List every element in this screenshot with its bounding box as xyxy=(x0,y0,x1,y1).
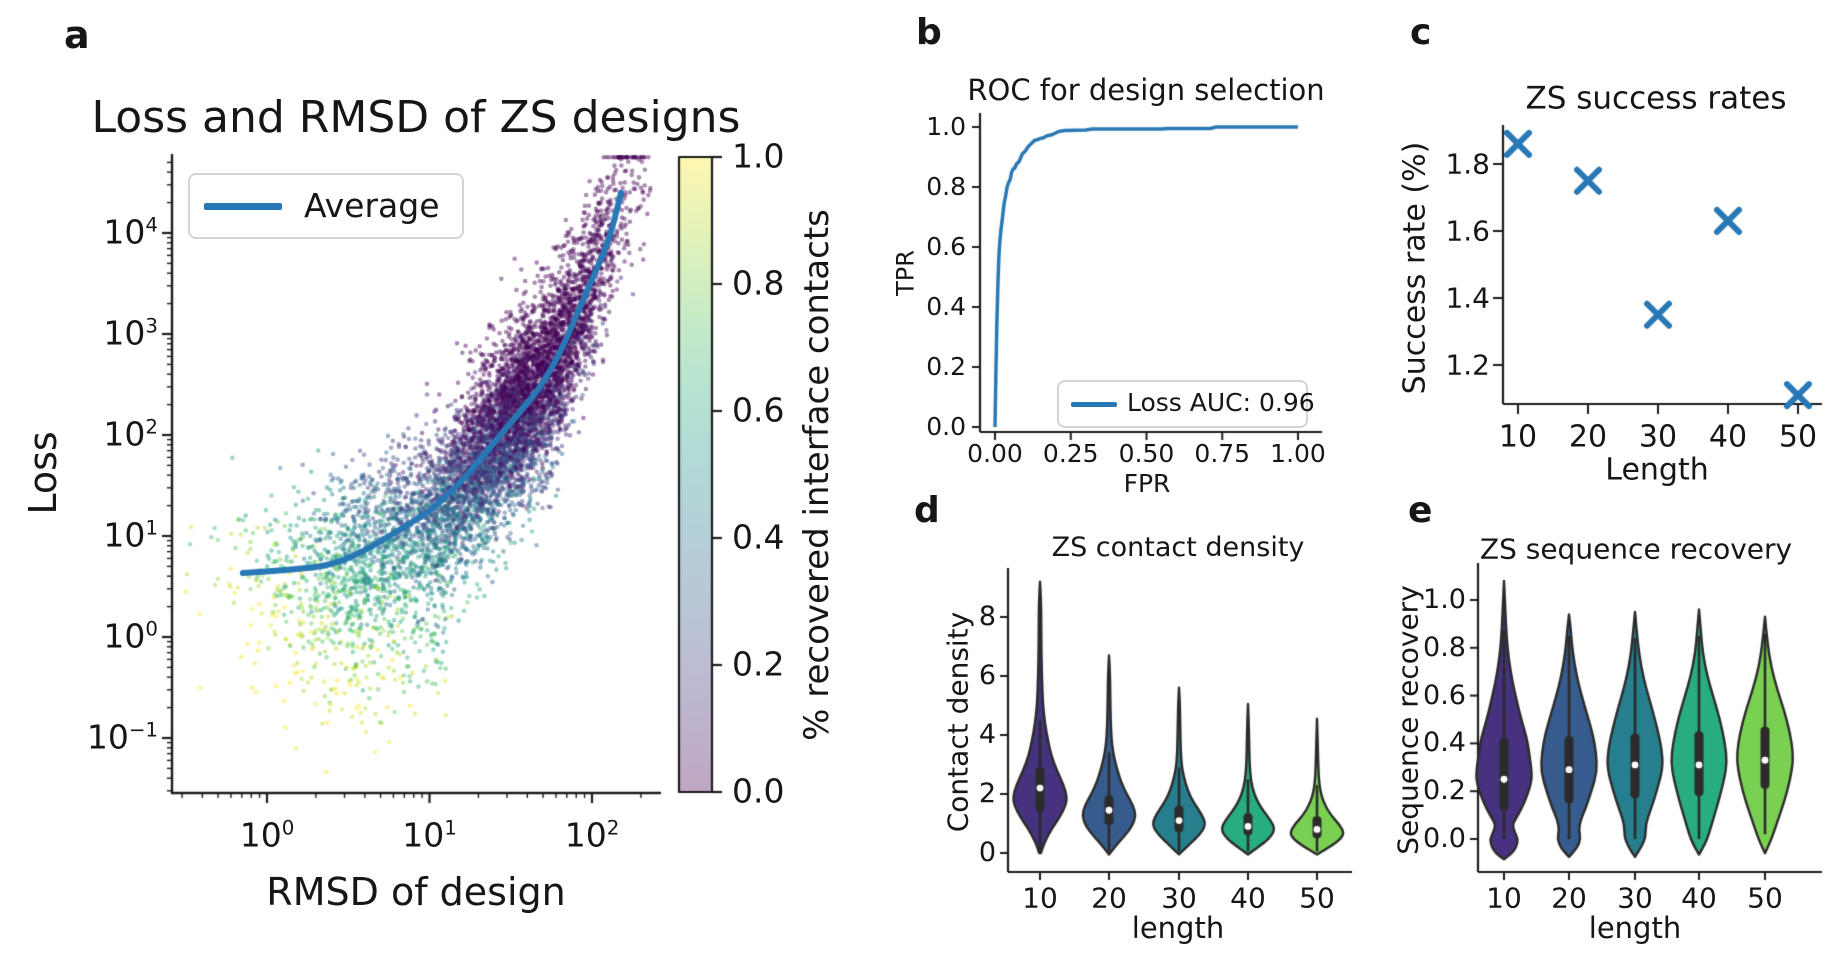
panel-b-xtick: 0.75 xyxy=(1194,438,1251,468)
panel-e-ytick: 0.2 xyxy=(1423,775,1466,807)
panel-a-ytick: 102 xyxy=(103,414,158,454)
panel-a-legend: Average xyxy=(188,173,464,239)
panel-a-xtick: 102 xyxy=(564,815,620,855)
panel-e-xtick: 10 xyxy=(1486,881,1522,915)
panel-a-ytick: 10−1 xyxy=(86,717,158,757)
panel-d-xtick: 40 xyxy=(1230,881,1266,915)
panel-a-title: Loss and RMSD of ZS designs xyxy=(91,91,741,143)
panel-d-title: ZS contact density xyxy=(1051,531,1305,563)
colorbar-tick: 1.0 xyxy=(732,136,785,176)
colorbar-label: % recovered interface contacts xyxy=(797,209,838,741)
panel-d-xtick: 30 xyxy=(1161,881,1197,915)
panel-b-ylabel: TPR xyxy=(891,250,920,296)
panel-d-ytick: 4 xyxy=(978,718,996,750)
panel-d-xlabel: length xyxy=(1131,910,1225,945)
panel-b-ytick: 0.4 xyxy=(926,291,966,321)
panel-c-xlabel: Length xyxy=(1605,452,1709,488)
panel-a-ytick: 101 xyxy=(103,515,158,555)
panel-b-ytick: 0.8 xyxy=(926,171,966,201)
colorbar-tick: 0.6 xyxy=(732,390,785,430)
panel-c-ylabel: Success rate (%) xyxy=(1397,141,1433,395)
panel-b-title: ROC for design selection xyxy=(967,72,1325,107)
panel-b-xlabel: FPR xyxy=(1123,468,1171,498)
panel-e-ytick: 0.6 xyxy=(1423,679,1466,711)
panel-b-ytick: 1.0 xyxy=(926,111,966,141)
panel-c-xtick: 40 xyxy=(1708,419,1748,455)
panel-c-title: ZS success rates xyxy=(1525,80,1787,117)
panel-c-xtick: 10 xyxy=(1498,419,1538,455)
panel-a-ytick: 100 xyxy=(103,616,158,656)
panel-e-ytick: 0.8 xyxy=(1423,631,1466,663)
panel-d-ytick: 0 xyxy=(978,836,996,868)
panel-e-xtick: 40 xyxy=(1681,881,1717,915)
panel-e-title: ZS sequence recovery xyxy=(1479,532,1793,566)
panel-b-ytick: 0.0 xyxy=(926,411,966,441)
panel-a-letter: a xyxy=(64,13,90,57)
panel-c-xtick: 20 xyxy=(1568,419,1608,455)
roc-line-swatch xyxy=(1071,402,1117,407)
panel-a-ytick: 104 xyxy=(103,212,158,252)
panel-d-xtick: 10 xyxy=(1022,881,1058,915)
panel-a-xtick: 100 xyxy=(239,815,295,855)
panel-d-xtick: 50 xyxy=(1299,881,1335,915)
panel-e-xtick: 30 xyxy=(1617,881,1653,915)
panel-b-xtick: 1.00 xyxy=(1270,438,1326,468)
panel-b-legend: Loss AUC: 0.96 xyxy=(1057,380,1315,428)
colorbar-tick: 0.2 xyxy=(732,644,785,684)
panel-e-ytick: 1.0 xyxy=(1423,583,1466,615)
panel-e-letter: e xyxy=(1408,490,1433,531)
panel-e-xtick: 50 xyxy=(1747,881,1783,915)
panel-d-ylabel: Contact density xyxy=(941,611,975,833)
panel-b-ytick: 0.2 xyxy=(926,351,966,381)
panel-e-xtick: 20 xyxy=(1551,881,1587,915)
panel-e-ytick: 0.4 xyxy=(1423,727,1466,759)
panel-c-xtick: 50 xyxy=(1778,419,1818,455)
panel-d-ytick: 8 xyxy=(978,600,996,632)
colorbar-tick: 0.4 xyxy=(732,517,785,557)
colorbar-tick: 0.8 xyxy=(732,263,785,303)
panel-d-letter: d xyxy=(914,490,940,531)
panel-a-legend-label: Average xyxy=(304,186,440,225)
panel-c-letter: c xyxy=(1410,12,1432,53)
panel-c-ytick: 1.8 xyxy=(1445,147,1490,181)
panel-a-ylabel: Loss xyxy=(21,431,66,515)
colorbar-tick: 0.0 xyxy=(732,771,785,811)
panel-e-ytick: 0.0 xyxy=(1423,822,1466,854)
average-line-swatch xyxy=(204,203,282,210)
panel-c-ytick: 1.6 xyxy=(1445,214,1490,248)
panel-e-ylabel: Sequence recovery xyxy=(1391,585,1425,855)
panel-b-letter: b xyxy=(916,12,942,53)
panel-a-xtick: 101 xyxy=(402,815,457,855)
panel-b-legend-label: Loss AUC: 0.96 xyxy=(1127,388,1315,417)
panel-c-ytick: 1.4 xyxy=(1445,281,1490,315)
panel-c-ytick: 1.2 xyxy=(1445,348,1490,382)
panel-e-xlabel: length xyxy=(1588,910,1682,945)
panel-b-ytick: 0.6 xyxy=(926,231,966,261)
panel-d-ytick: 6 xyxy=(978,659,996,691)
panel-a-ytick: 103 xyxy=(103,313,158,353)
panel-c-xtick: 30 xyxy=(1638,419,1678,455)
panel-b-xtick: 0.50 xyxy=(1118,438,1175,468)
panel-b-xtick: 0.25 xyxy=(1042,438,1099,468)
panel-d-xtick: 20 xyxy=(1091,881,1127,915)
panel-b-xtick: 0.00 xyxy=(967,438,1023,468)
panel-a-xlabel: RMSD of design xyxy=(266,870,566,915)
panel-d-ytick: 2 xyxy=(978,777,996,809)
